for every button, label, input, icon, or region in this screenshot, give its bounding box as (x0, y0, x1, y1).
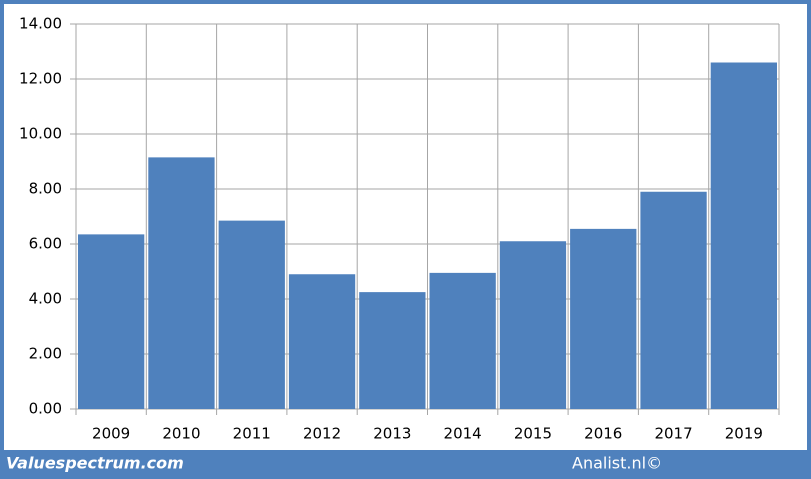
bar (710, 62, 777, 409)
x-tick-label: 2019 (725, 425, 763, 443)
bar (218, 220, 285, 409)
bar (640, 191, 707, 409)
bar (359, 292, 426, 409)
footer-left: Valuespectrum.com (6, 454, 184, 473)
x-tick-label: 2015 (514, 425, 552, 443)
x-tick-label: 2016 (584, 425, 622, 443)
bar (429, 272, 496, 409)
y-tick-label: 6.00 (29, 235, 62, 253)
bar (499, 241, 567, 409)
x-tick-label: 2017 (654, 425, 692, 443)
x-tick-label: 2014 (444, 425, 482, 443)
x-tick-label: 2013 (373, 425, 411, 443)
x-tick-label: 2010 (162, 425, 200, 443)
y-tick-label: 2.00 (29, 345, 62, 363)
x-tick-label: 2009 (92, 425, 130, 443)
y-tick-label: 10.00 (19, 125, 62, 143)
bar (148, 157, 215, 409)
y-tick-label: 0.00 (29, 400, 62, 418)
bar (78, 234, 145, 409)
bar (570, 228, 637, 409)
x-tick-label: 2012 (303, 425, 341, 443)
x-tick-label: 2011 (233, 425, 271, 443)
y-tick-label: 8.00 (29, 180, 62, 198)
y-tick-label: 12.00 (19, 70, 62, 88)
y-tick-label: 4.00 (29, 290, 62, 308)
bar (288, 274, 356, 409)
y-tick-label: 14.00 (19, 15, 62, 33)
footer-right: Analist.nl© (572, 454, 662, 473)
